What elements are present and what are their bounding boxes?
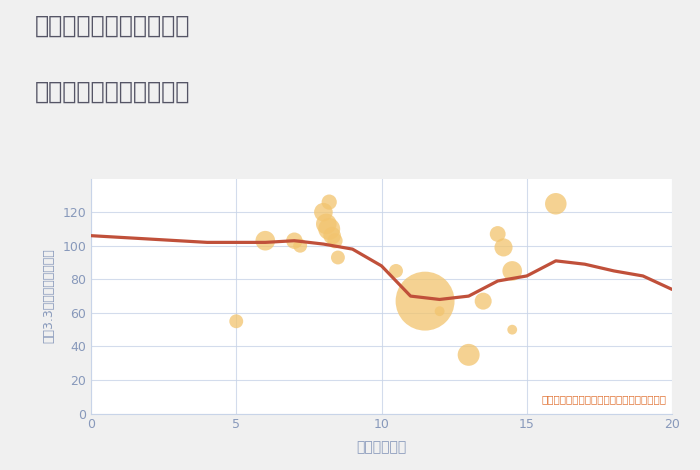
Point: [321, 220, 332, 227]
Point: [323, 198, 335, 206]
Point: [391, 267, 402, 274]
Point: [463, 351, 475, 359]
Point: [295, 242, 306, 250]
Point: [498, 243, 509, 251]
Point: [260, 237, 271, 244]
Point: [550, 200, 561, 208]
Point: [326, 232, 337, 239]
Point: [477, 298, 489, 305]
X-axis label: 駅距離（分）: 駅距離（分）: [356, 440, 407, 454]
Point: [318, 208, 329, 216]
Point: [330, 237, 341, 244]
Point: [332, 254, 344, 261]
Text: 大阪府岸和田市八阪町の: 大阪府岸和田市八阪町の: [35, 14, 190, 38]
Point: [323, 225, 335, 233]
Point: [492, 230, 503, 238]
Y-axis label: 坪（3.3㎡）単価（万円）: 坪（3.3㎡）単価（万円）: [42, 249, 55, 344]
Text: 駅距離別中古戸建て価格: 駅距離別中古戸建て価格: [35, 80, 190, 104]
Point: [507, 267, 518, 274]
Point: [507, 326, 518, 333]
Text: 円の大きさは、取引のあった物件面積を示す: 円の大きさは、取引のあった物件面積を示す: [541, 394, 666, 404]
Point: [434, 307, 445, 315]
Point: [419, 298, 430, 305]
Point: [231, 318, 242, 325]
Point: [289, 237, 300, 244]
